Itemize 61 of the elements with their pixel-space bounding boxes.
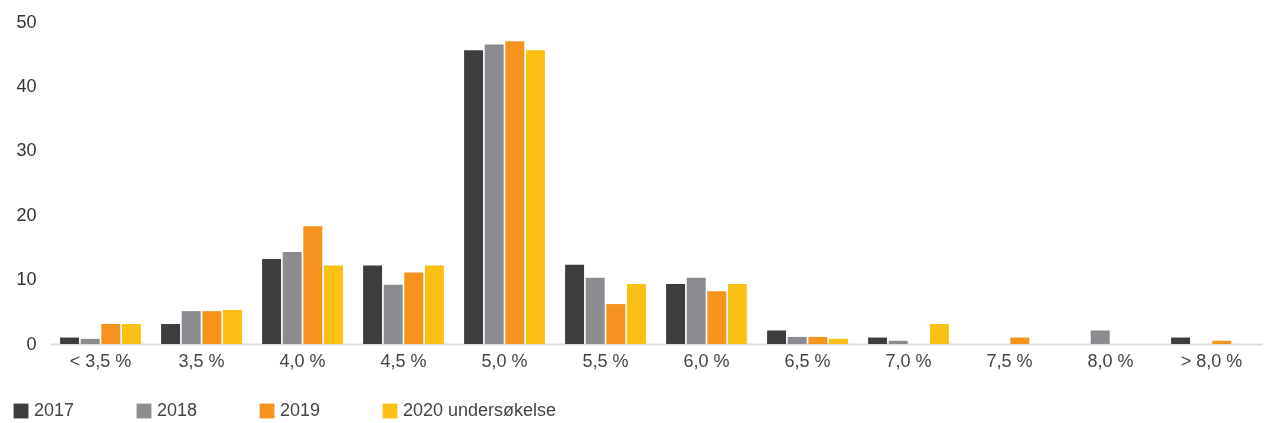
legend-label: 2019 — [280, 400, 321, 420]
bar — [1212, 340, 1232, 344]
bar — [929, 324, 949, 344]
y-tick-label: 10 — [16, 269, 37, 290]
y-tick-label: 30 — [16, 140, 37, 161]
x-tick-label: 6,5 % — [784, 350, 831, 371]
x-tick-label: 5,0 % — [481, 350, 528, 371]
bar — [808, 336, 828, 344]
x-tick-label: > 8,0 % — [1180, 350, 1243, 371]
bar — [707, 291, 727, 344]
bar — [323, 265, 343, 344]
bar — [181, 311, 201, 344]
bar — [484, 44, 504, 344]
x-tick-label: 6,0 % — [683, 350, 730, 371]
bar — [767, 330, 787, 344]
bar — [828, 338, 848, 344]
y-tick-label: 50 — [16, 11, 37, 32]
bar — [404, 272, 424, 344]
bar — [303, 226, 323, 344]
bar — [202, 311, 222, 344]
bar — [505, 41, 525, 344]
x-tick-label: 4,0 % — [279, 350, 326, 371]
bar — [1090, 330, 1110, 344]
legend-label: 2018 — [157, 400, 198, 420]
x-tick-label: 7,5 % — [986, 350, 1033, 371]
bar — [363, 265, 383, 344]
bar — [585, 277, 605, 344]
bar — [464, 50, 484, 344]
bar — [606, 304, 626, 344]
bar — [727, 284, 747, 344]
bar — [787, 336, 807, 344]
bar — [666, 284, 686, 344]
y-tick-label: 0 — [26, 333, 37, 354]
x-tick-label: 8,0 % — [1087, 350, 1134, 371]
bar — [161, 324, 181, 344]
bar — [626, 284, 646, 344]
bar — [60, 337, 80, 344]
x-tick-label: < 3,5 % — [69, 350, 132, 371]
legend-label: 2017 — [34, 400, 75, 420]
bar — [101, 324, 121, 344]
y-tick-label: 20 — [16, 204, 37, 225]
bar — [1010, 337, 1030, 344]
y-tick-label: 40 — [16, 75, 37, 96]
bar — [1171, 337, 1191, 344]
x-tick-label: 4,5 % — [380, 350, 427, 371]
bar — [888, 340, 908, 344]
bar — [424, 265, 444, 344]
x-tick-label: 3,5 % — [178, 350, 225, 371]
bar — [80, 338, 100, 344]
bar — [868, 337, 888, 344]
bar — [262, 258, 282, 344]
x-tick-label: 7,0 % — [885, 350, 932, 371]
x-tick-label: 5,5 % — [582, 350, 629, 371]
bar — [565, 264, 585, 344]
bar — [282, 251, 302, 344]
bar — [525, 50, 545, 344]
bar — [222, 309, 242, 344]
bar — [383, 284, 403, 344]
bar — [121, 324, 141, 344]
bar — [686, 277, 706, 344]
legend-label: 2020 undersøkelse — [403, 400, 557, 420]
